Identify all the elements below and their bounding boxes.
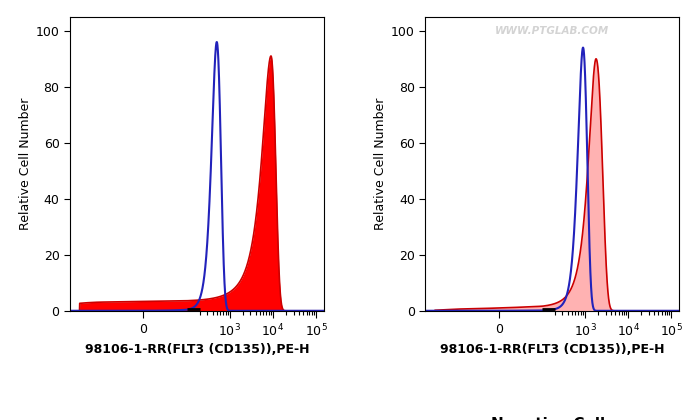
Y-axis label: Relative Cell Number: Relative Cell Number <box>374 97 387 230</box>
X-axis label: 98106-1-RR(FLT3 (CD135)),PE-H: 98106-1-RR(FLT3 (CD135)),PE-H <box>440 344 664 357</box>
Text: Negative Cells: Negative Cells <box>491 417 614 420</box>
X-axis label: 98106-1-RR(FLT3 (CD135)),PE-H: 98106-1-RR(FLT3 (CD135)),PE-H <box>85 344 309 357</box>
Y-axis label: Relative Cell Number: Relative Cell Number <box>18 97 32 230</box>
Text: WWW.PTGLAB.COM: WWW.PTGLAB.COM <box>495 26 609 36</box>
